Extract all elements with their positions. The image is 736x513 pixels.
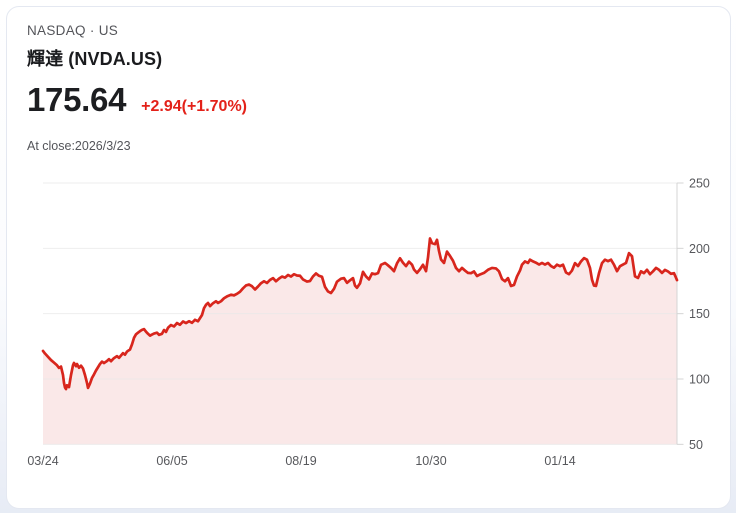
price-chart-svg[interactable]: 250 200 150 100 50 03/24 06/05 08/19 10/30 01/14: [23, 173, 723, 473]
price-area-fill: [43, 238, 677, 445]
y-tick-label-50: 50: [689, 438, 703, 452]
as-of-label: At close:2026/3/23: [27, 139, 131, 153]
x-tick-label-10-30: 10/30: [415, 454, 446, 468]
price-change: +2.94(+1.70%): [141, 98, 247, 115]
stock-title: 輝達 (NVDA.US): [27, 49, 163, 69]
y-tick-label-100: 100: [689, 373, 710, 387]
x-tick-label-08-19: 08/19: [285, 454, 316, 468]
y-tick-label-250: 250: [689, 177, 710, 191]
price-line: [41, 237, 679, 391]
x-tick-label-03-24: 03/24: [27, 454, 58, 468]
x-tick-label-06-05: 06/05: [156, 454, 187, 468]
x-tick-label-01-14: 01/14: [544, 454, 575, 468]
exchange-label: NASDAQ · US: [27, 23, 119, 38]
y-tick-label-150: 150: [689, 307, 710, 321]
last-price: 175.64: [27, 81, 127, 118]
y-tick-label-200: 200: [689, 242, 710, 256]
price-row: 175.64 +2.94(+1.70%): [27, 81, 247, 119]
price-chart[interactable]: 250 200 150 100 50 03/24 06/05 08/19 10/30 01/14: [23, 173, 723, 473]
stock-quote-card: NASDAQ · US 輝達 (NVDA.US) 175.64 +2.94(+1…: [6, 6, 731, 509]
